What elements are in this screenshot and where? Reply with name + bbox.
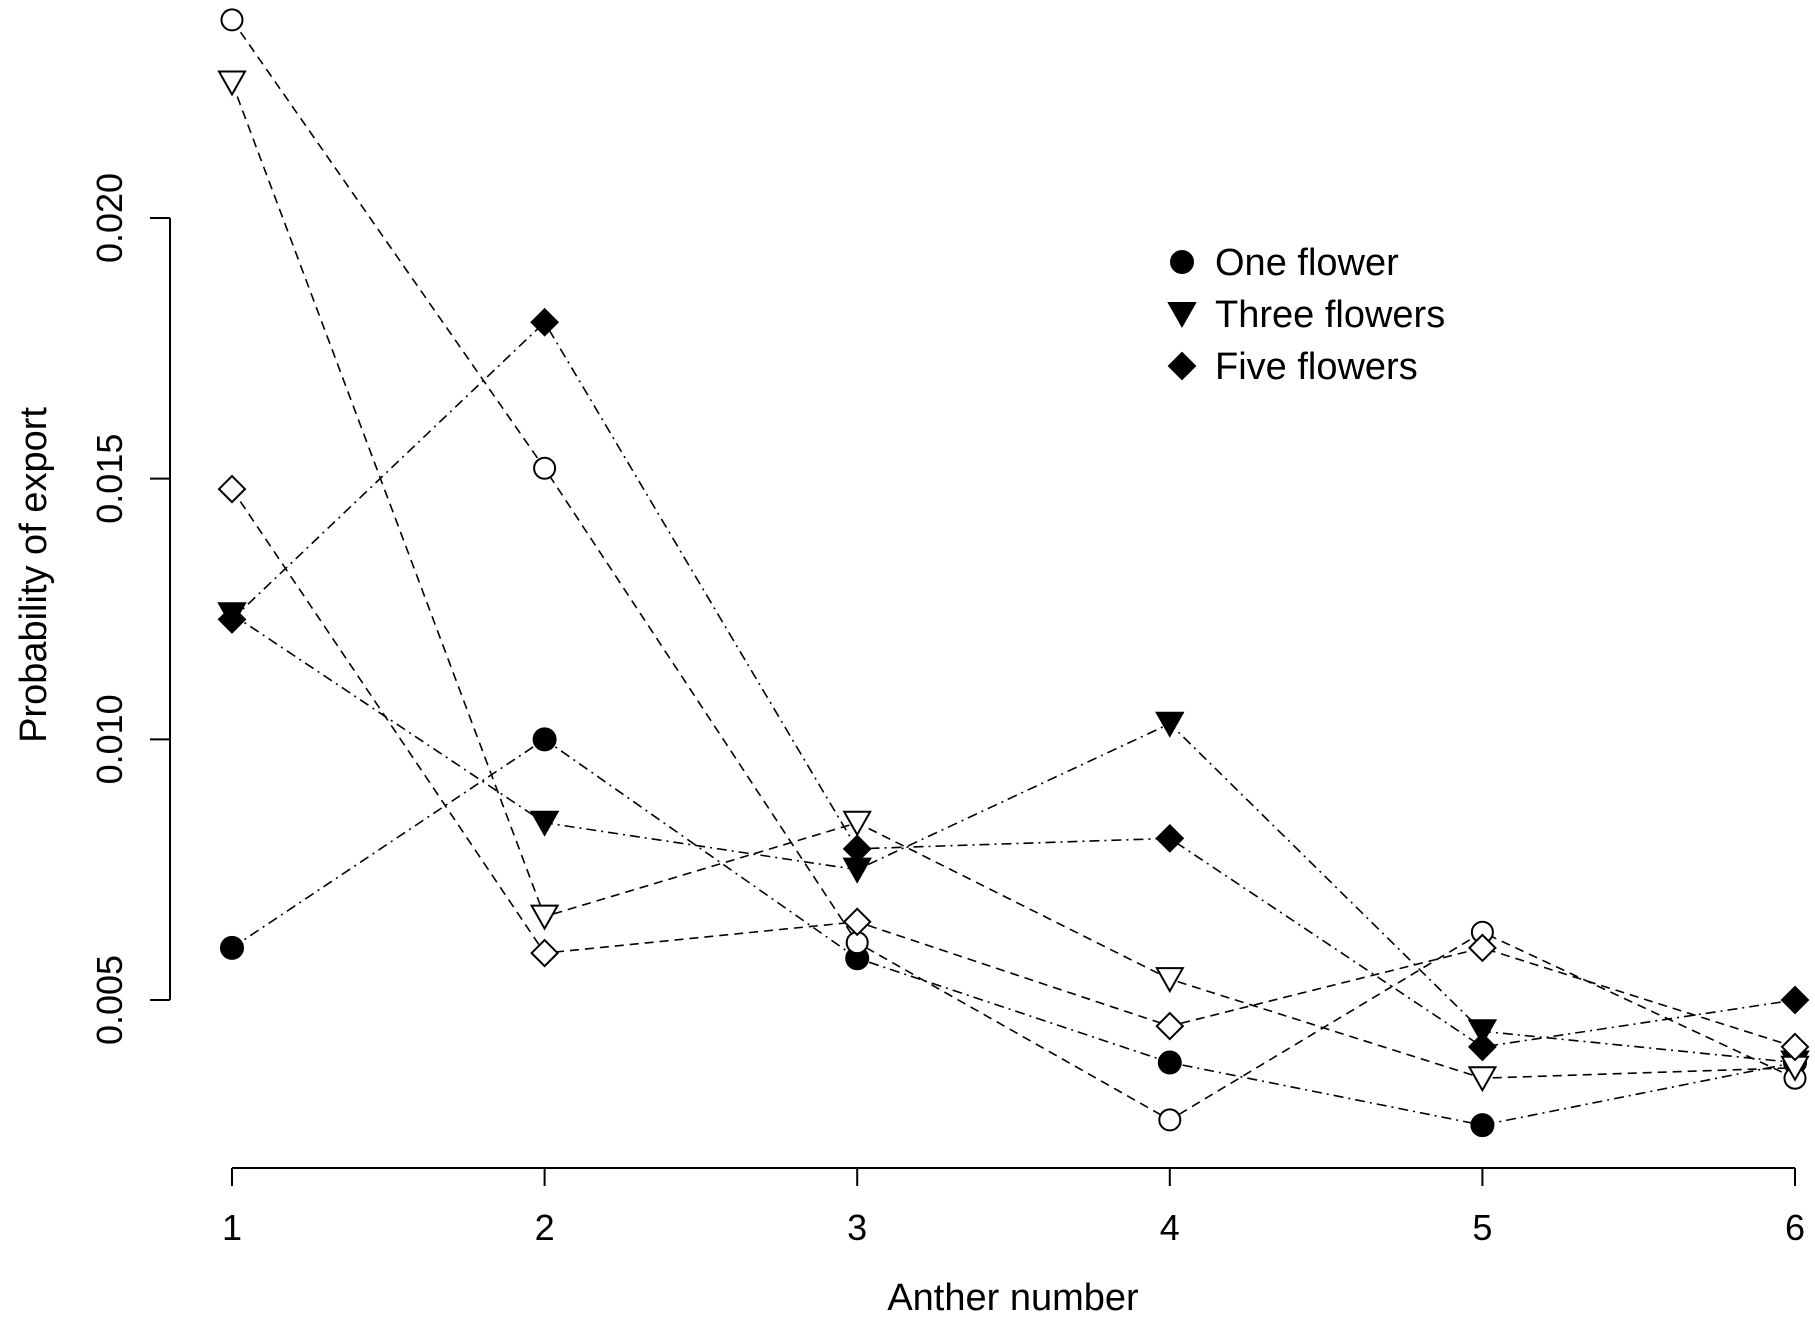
y-tick-label: 0.010 [89, 694, 130, 784]
data-point-circle [220, 8, 244, 32]
y-ticks: 0.005 0.010 0.015 0.020 [89, 173, 170, 1045]
y-tick-label: 0.020 [89, 173, 130, 263]
data-point-triangle-down [1155, 967, 1185, 994]
data-point-triangle-down [1155, 711, 1185, 738]
data-point-diamond [842, 907, 872, 937]
x-axis-title: Anther number [887, 1277, 1139, 1319]
x-tick-label: 3 [847, 1207, 867, 1248]
data-point-diamond [842, 834, 872, 864]
legend-label: One flower [1215, 242, 1399, 284]
data-point-diamond [1155, 1011, 1185, 1041]
data-point-triangle-down [217, 70, 247, 97]
data-point-triangle-down [529, 904, 560, 931]
x-ticks: 1 2 3 4 5 6 [222, 1168, 1805, 1248]
legend-marker-circle [1170, 250, 1194, 274]
data-point-circle [220, 935, 244, 960]
x-tick-label: 5 [1472, 1207, 1492, 1248]
data-point-triangle-down [1467, 1019, 1498, 1046]
series-line-1 [231, 738, 1796, 1126]
data-point-diamond [217, 605, 247, 634]
series-line-4 [231, 19, 1796, 1121]
x-tick-label: 2 [535, 1207, 555, 1248]
data-point-circle [1157, 1050, 1182, 1075]
data-point-circle [533, 456, 557, 480]
x-tick-label: 1 [222, 1207, 242, 1248]
data-point-triangle-down [842, 810, 872, 837]
legend: One flower Three flowers Five flowers [1167, 242, 1445, 388]
legend-marker-diamond [1167, 351, 1197, 381]
data-point-circle [532, 727, 557, 752]
data-point-diamond [1780, 1032, 1810, 1062]
x-tick-label: 4 [1160, 1207, 1180, 1248]
data-point-diamond [1467, 1032, 1497, 1062]
series-layer [217, 8, 1810, 1138]
data-point-circle [1470, 1113, 1495, 1138]
legend-label: Five flowers [1215, 346, 1418, 388]
data-point-diamond [1155, 823, 1185, 853]
series-line-6 [231, 488, 1796, 1048]
y-tick-label: 0.005 [89, 955, 130, 1045]
data-point-triangle-down [529, 810, 560, 837]
data-point-diamond [530, 307, 560, 337]
y-axis-title: Probability of export [13, 407, 55, 743]
data-point-circle [1158, 1108, 1182, 1132]
data-point-diamond [217, 474, 247, 504]
legend-marker-triangle-down [1167, 302, 1197, 329]
series-line-3 [231, 320, 1796, 1048]
y-tick-label: 0.015 [89, 434, 130, 524]
series-line-2 [231, 613, 1796, 1064]
data-point-diamond [1467, 933, 1497, 963]
data-point-diamond [530, 938, 560, 968]
legend-label: Three flowers [1215, 294, 1445, 336]
data-point-diamond [1780, 985, 1810, 1015]
series-line-5 [231, 82, 1796, 1080]
data-point-triangle-down [1467, 1066, 1498, 1093]
x-tick-label: 6 [1785, 1207, 1805, 1248]
axes [169, 218, 1795, 1169]
series-lines [231, 19, 1796, 1126]
series-markers [217, 8, 1810, 1138]
